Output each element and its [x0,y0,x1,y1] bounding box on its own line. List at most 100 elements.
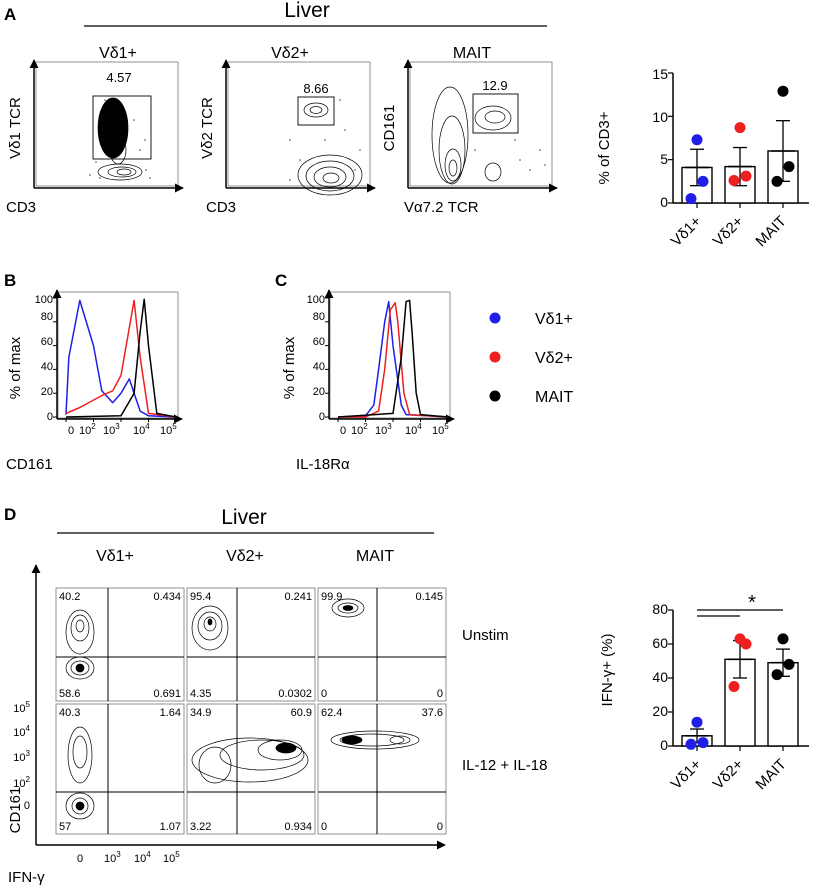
x-tick-label: MAIT [752,756,789,793]
quadrant-plot: 34.9 60.9 3.22 0.934 [186,703,316,835]
histogram-series [65,299,177,418]
y-tick-label: 40 [313,361,325,373]
column-title: Vδ1+ [96,548,134,565]
quadrant-value-ul: 40.2 [59,591,80,603]
y-tick-label: 5 [660,151,668,167]
data-point [783,658,795,670]
x-axis-label: Vα7.2 TCR [404,199,479,216]
quadrant-plot: 99.9 0.145 0 0 [317,587,447,702]
significance-star: * [748,592,756,614]
gate-value: 12.9 [482,78,507,93]
plot-title: Vδ2+ [271,45,309,62]
panel-c-label: C [275,271,287,290]
x-tick-label: 105 [160,422,177,437]
contour-population [431,86,512,185]
y-tick-label: 104 [13,724,30,739]
x-tick-label: 103 [375,422,392,437]
contour-population [331,598,365,618]
y-axis-label: Vδ2 TCR [199,97,216,159]
panel-d-title: Liver [221,506,267,529]
bar-chart-cd3: % of CD3+ 15 10 5 0 Vδ1+ Vδ2+ MAIT [596,66,809,250]
quadrant-value-ur: 60.9 [291,707,312,719]
y-tick-label: 40 [41,361,53,373]
panel-a: A Liver Vδ1+ Vδ1 TCR CD3 4.57 [4,0,809,250]
panel-a-title: Liver [284,0,330,22]
data-point [691,716,703,728]
quadrant-value-lr: 0 [437,688,443,700]
x-tick-labels: 0 103 104 105 [77,850,180,865]
quadrant-plot: 40.3 1.64 57 1.07 [55,703,185,835]
quadrant-plot-grid: 40.2 0.434 58.6 0.691 95.4 0.241 4.35 0.… [13,587,447,865]
x-tick-label: 104 [133,422,150,437]
quadrant-value-ll: 57 [59,821,71,833]
x-axis-label: CD3 [6,199,36,216]
contour-population [65,609,95,680]
event-dots [474,139,546,171]
panel-d: D Liver Vδ1+ Vδ2+ MAIT CD161 IFN-γ Unsti… [4,505,809,886]
quadrant-value-lr: 0.934 [284,821,312,833]
y-tick-label: 20 [313,386,325,398]
column-title: MAIT [356,548,394,565]
flow-plot-vd1: Vδ1+ Vδ1 TCR CD3 4.57 [6,45,184,216]
y-tick-label: 0 [660,194,668,210]
y-tick-label: 0 [660,737,668,753]
data-point [685,193,697,205]
gate [472,93,519,134]
y-axis-label: CD161 [381,105,398,152]
data-point [697,175,709,187]
x-tick-label: 103 [103,422,120,437]
x-tick-labels: 0 102 103 104 105 [340,422,449,437]
event-dots [289,99,361,181]
legend-label: Vδ1+ [535,311,573,328]
x-tick-label: MAIT [752,213,789,250]
histogram-cd161 [53,297,177,422]
x-tick-label: Vδ2+ [710,756,747,793]
legend: Vδ1+ Vδ2+ MAIT [489,311,573,406]
x-tick-label: 102 [351,422,368,437]
plot-frame [57,291,179,419]
y-tick-label: 102 [13,775,30,790]
plot-title: MAIT [453,45,491,62]
column-title: Vδ2+ [226,548,264,565]
y-tick-labels: 0 20 40 60 80 100 [35,294,53,423]
x-tick-label: Vδ1+ [668,213,705,250]
x-tick-label: 105 [163,850,180,865]
x-tick-label: 0 [68,425,74,437]
quadrant-plot: 95.4 0.241 4.35 0.0302 [186,587,316,702]
x-tick-label: Vδ1+ [668,756,705,793]
data-point [777,85,789,97]
quadrant-value-ul: 99.9 [321,591,342,603]
quadrant-plot: 40.2 0.434 58.6 0.691 [55,587,185,702]
y-axis-label: % of max [7,336,24,399]
data-point [783,161,795,173]
gate-value: 8.66 [303,81,328,96]
x-tick-labels: 0 102 103 104 105 [68,422,177,437]
data-point [740,170,752,182]
panel-b-label: B [4,271,16,290]
y-tick-label: 0 [319,411,325,423]
y-tick-label: 60 [652,635,668,651]
contour-population [65,726,95,820]
contour-population [297,102,363,196]
y-axis-label: Vδ1 TCR [7,97,24,159]
plot-title: Vδ1+ [99,45,137,62]
data-point [734,633,746,645]
y-tick-labels: 0 20 40 60 80 100 [307,294,325,423]
legend-marker-vd2 [489,351,501,363]
data-point [777,633,789,645]
flow-plot-mait: MAIT CD161 Vα7.2 TCR 12.9 [381,45,558,216]
contour-population [97,97,143,181]
quadrant-value-ul: 95.4 [190,591,211,603]
quadrant-value-lr: 0.0302 [278,688,312,700]
plot-frame [409,61,553,187]
quadrant-value-lr: 1.07 [160,821,181,833]
x-tick-label: 0 [77,853,83,865]
quadrant-plot: 62.4 37.6 0 0 [317,703,447,835]
x-axis-label: CD161 [6,456,53,473]
y-tick-label: 100 [35,294,53,306]
x-tick-label: 104 [134,850,151,865]
row-label-unstim: Unstim [462,627,509,644]
x-tick-label: Vδ2+ [710,213,747,250]
histogram-series [337,299,449,418]
